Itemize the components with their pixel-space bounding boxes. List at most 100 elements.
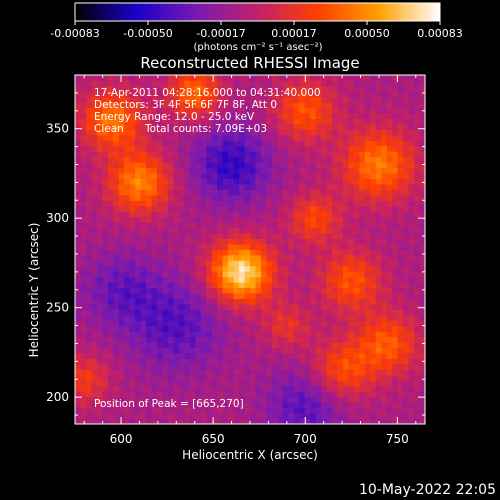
heatmap-cell: [140, 265, 147, 272]
heatmap-cell: [414, 205, 420, 212]
heatmap-cell: [80, 276, 87, 283]
heatmap-cell: [326, 178, 333, 185]
heatmap-cell: [397, 271, 404, 278]
heatmap-cell: [419, 402, 426, 409]
heatmap-cell: [260, 364, 267, 370]
heatmap-cell: [381, 402, 388, 409]
heatmap-cell: [244, 151, 251, 158]
heatmap-cell: [200, 380, 207, 387]
heatmap-cell: [337, 96, 344, 103]
heatmap-cell: [266, 304, 273, 310]
heatmap-cell: [255, 358, 262, 365]
heatmap-cell: [162, 124, 169, 130]
heatmap-cell: [80, 140, 87, 147]
heatmap-cell: [85, 336, 92, 343]
heatmap-cell: [217, 353, 224, 359]
heatmap-cell: [359, 233, 366, 239]
heatmap-cell: [184, 260, 191, 267]
heatmap-cell: [277, 227, 284, 234]
heatmap-cell: [403, 200, 409, 207]
heatmap-cell: [260, 222, 267, 229]
heatmap-cell: [146, 91, 152, 98]
heatmap-cell: [146, 402, 152, 409]
heatmap-cell: [315, 314, 322, 321]
heatmap-cell: [102, 244, 109, 250]
heatmap-cell: [321, 249, 327, 256]
heatmap-cell: [408, 222, 415, 229]
heatmap-cell: [222, 298, 229, 305]
heatmap-cell: [184, 364, 191, 370]
heatmap-cell: [113, 265, 120, 272]
heatmap-cell: [107, 331, 114, 338]
heatmap-cell: [118, 282, 125, 289]
heatmap-cell: [271, 75, 278, 81]
heatmap-cell: [381, 145, 388, 152]
heatmap-cell: [195, 156, 202, 163]
heatmap-cell: [293, 194, 300, 201]
heatmap-cell: [293, 353, 300, 359]
heatmap-cell: [392, 162, 399, 169]
heatmap-cell: [173, 374, 180, 381]
heatmap-cell: [255, 184, 262, 190]
heatmap-cell: [91, 173, 98, 180]
heatmap-cell: [310, 194, 317, 201]
heatmap-cell: [200, 391, 207, 398]
heatmap-cell: [397, 184, 404, 190]
heatmap-cell: [282, 194, 289, 201]
heatmap-cell: [342, 342, 349, 349]
heatmap-cell: [304, 156, 311, 163]
heatmap-cell: [80, 167, 87, 174]
heatmap-cell: [222, 200, 229, 207]
heatmap-cell: [151, 254, 158, 261]
heatmap-cell: [178, 396, 185, 403]
heatmap-cell: [414, 342, 420, 349]
heatmap-cell: [271, 342, 278, 349]
heatmap-cell: [332, 200, 338, 207]
heatmap-cell: [184, 293, 191, 299]
heatmap-cell: [107, 227, 114, 234]
colorbar-tick-label: -0.00017: [196, 27, 245, 40]
heatmap-cell: [91, 271, 98, 278]
heatmap-cell: [375, 238, 382, 245]
heatmap-cell: [348, 402, 355, 409]
heatmap-cell: [146, 298, 152, 305]
heatmap-cell: [260, 396, 267, 403]
heatmap-cell: [255, 134, 262, 141]
heatmap-cell: [146, 413, 152, 419]
heatmap-cell: [359, 325, 366, 332]
heatmap-cell: [167, 184, 174, 190]
heatmap-cell: [310, 222, 317, 229]
heatmap-cell: [107, 162, 114, 169]
heatmap-cell: [342, 205, 349, 212]
heatmap-cell: [332, 314, 338, 321]
heatmap-cell: [403, 238, 409, 245]
heatmap-cell: [282, 358, 289, 365]
heatmap-cell: [80, 287, 87, 294]
heatmap-cell: [414, 162, 420, 169]
heatmap-cell: [364, 353, 371, 359]
heatmap-cell: [370, 244, 377, 250]
heatmap-cell: [392, 287, 399, 294]
heatmap-cell: [75, 238, 81, 245]
heatmap-cell: [359, 347, 366, 354]
heatmap-cell: [315, 233, 322, 239]
heatmap-cell: [189, 85, 196, 92]
heatmap-cell: [146, 173, 152, 180]
heatmap-cell: [386, 238, 393, 245]
heatmap-cell: [315, 396, 322, 403]
heatmap-cell: [80, 124, 87, 130]
heatmap-cell: [206, 233, 213, 239]
heatmap-cell: [386, 265, 393, 272]
heatmap-cell: [167, 254, 174, 261]
heatmap-cell: [140, 369, 147, 376]
heatmap-cell: [408, 211, 415, 218]
heatmap-cell: [107, 276, 114, 283]
heatmap-cell: [397, 80, 404, 87]
heatmap-cell: [277, 151, 284, 158]
heatmap-cell: [250, 353, 256, 359]
heatmap-cell: [353, 85, 360, 92]
heatmap-cell: [375, 178, 382, 185]
heatmap-cell: [173, 134, 180, 141]
heatmap-cell: [228, 304, 234, 310]
heatmap-cell: [118, 238, 125, 245]
